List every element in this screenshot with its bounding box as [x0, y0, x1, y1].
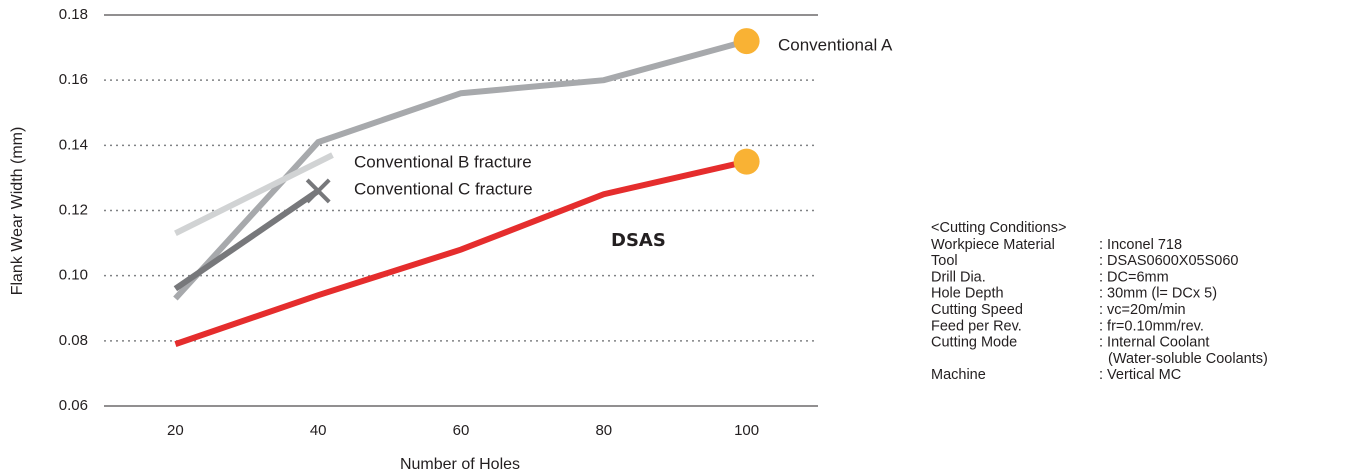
series-line: [173, 188, 320, 292]
conditions-title: <Cutting Conditions>: [931, 220, 1066, 236]
series-label: DSAS: [611, 230, 666, 251]
condition-label: Tool: [931, 253, 958, 269]
condition-label: Feed per Rev.: [931, 318, 1022, 334]
y-tick-label: 0.16: [59, 71, 88, 88]
end-marker: [733, 28, 760, 55]
y-tick-label: 0.08: [59, 332, 88, 349]
condition-value: : vc=20m/min: [1099, 302, 1186, 318]
condition-label: Cutting Speed: [931, 302, 1023, 318]
series-label: Conventional C fracture: [354, 179, 533, 198]
y-tick-label: 0.10: [59, 267, 88, 284]
condition-label: Cutting Mode: [931, 335, 1017, 351]
conditions: <Cutting Conditions>Workpiece Material : …: [931, 220, 1268, 383]
series-line: [174, 152, 334, 236]
y-tick-label: 0.06: [59, 397, 88, 414]
series-label: Conventional A: [778, 35, 893, 54]
condition-label: Hole Depth: [931, 286, 1004, 302]
condition-value: : DC=6mm: [1099, 269, 1169, 285]
y-axis-label: Flank Wear Width (mm): [9, 127, 26, 296]
y-tick-label: 0.18: [59, 6, 88, 23]
condition-value: : DSAS0600X05S060: [1099, 253, 1238, 269]
y-tick-label: 0.14: [59, 136, 88, 153]
series-line: [173, 38, 748, 301]
end-marker: [733, 148, 760, 175]
condition-value: : Vertical MC: [1099, 367, 1181, 383]
x-tick-label: 40: [310, 422, 327, 439]
condition-label: Machine: [931, 367, 986, 383]
fracture-marker: [305, 178, 331, 204]
condition-value: : Internal Coolant: [1099, 335, 1209, 351]
x-tick-label: 60: [453, 422, 470, 439]
condition-value: : Inconel 718: [1099, 237, 1182, 253]
series-label: Conventional B fracture: [354, 152, 532, 171]
x-tick-label: 20: [167, 422, 184, 439]
x-axis-label: Number of Holes: [400, 456, 520, 473]
series-line: [174, 158, 748, 347]
condition-value: : 30mm (l= DCx 5): [1099, 286, 1217, 302]
x-tick-label: 100: [734, 422, 759, 439]
condition-label: Drill Dia.: [931, 269, 986, 285]
condition-value: (Water-soluble Coolants): [1108, 351, 1268, 367]
x-tick-label: 80: [595, 422, 612, 439]
y-tick-label: 0.12: [59, 201, 88, 218]
condition-label: Workpiece Material: [931, 237, 1055, 253]
condition-value: : fr=0.10mm/rev.: [1099, 318, 1204, 334]
